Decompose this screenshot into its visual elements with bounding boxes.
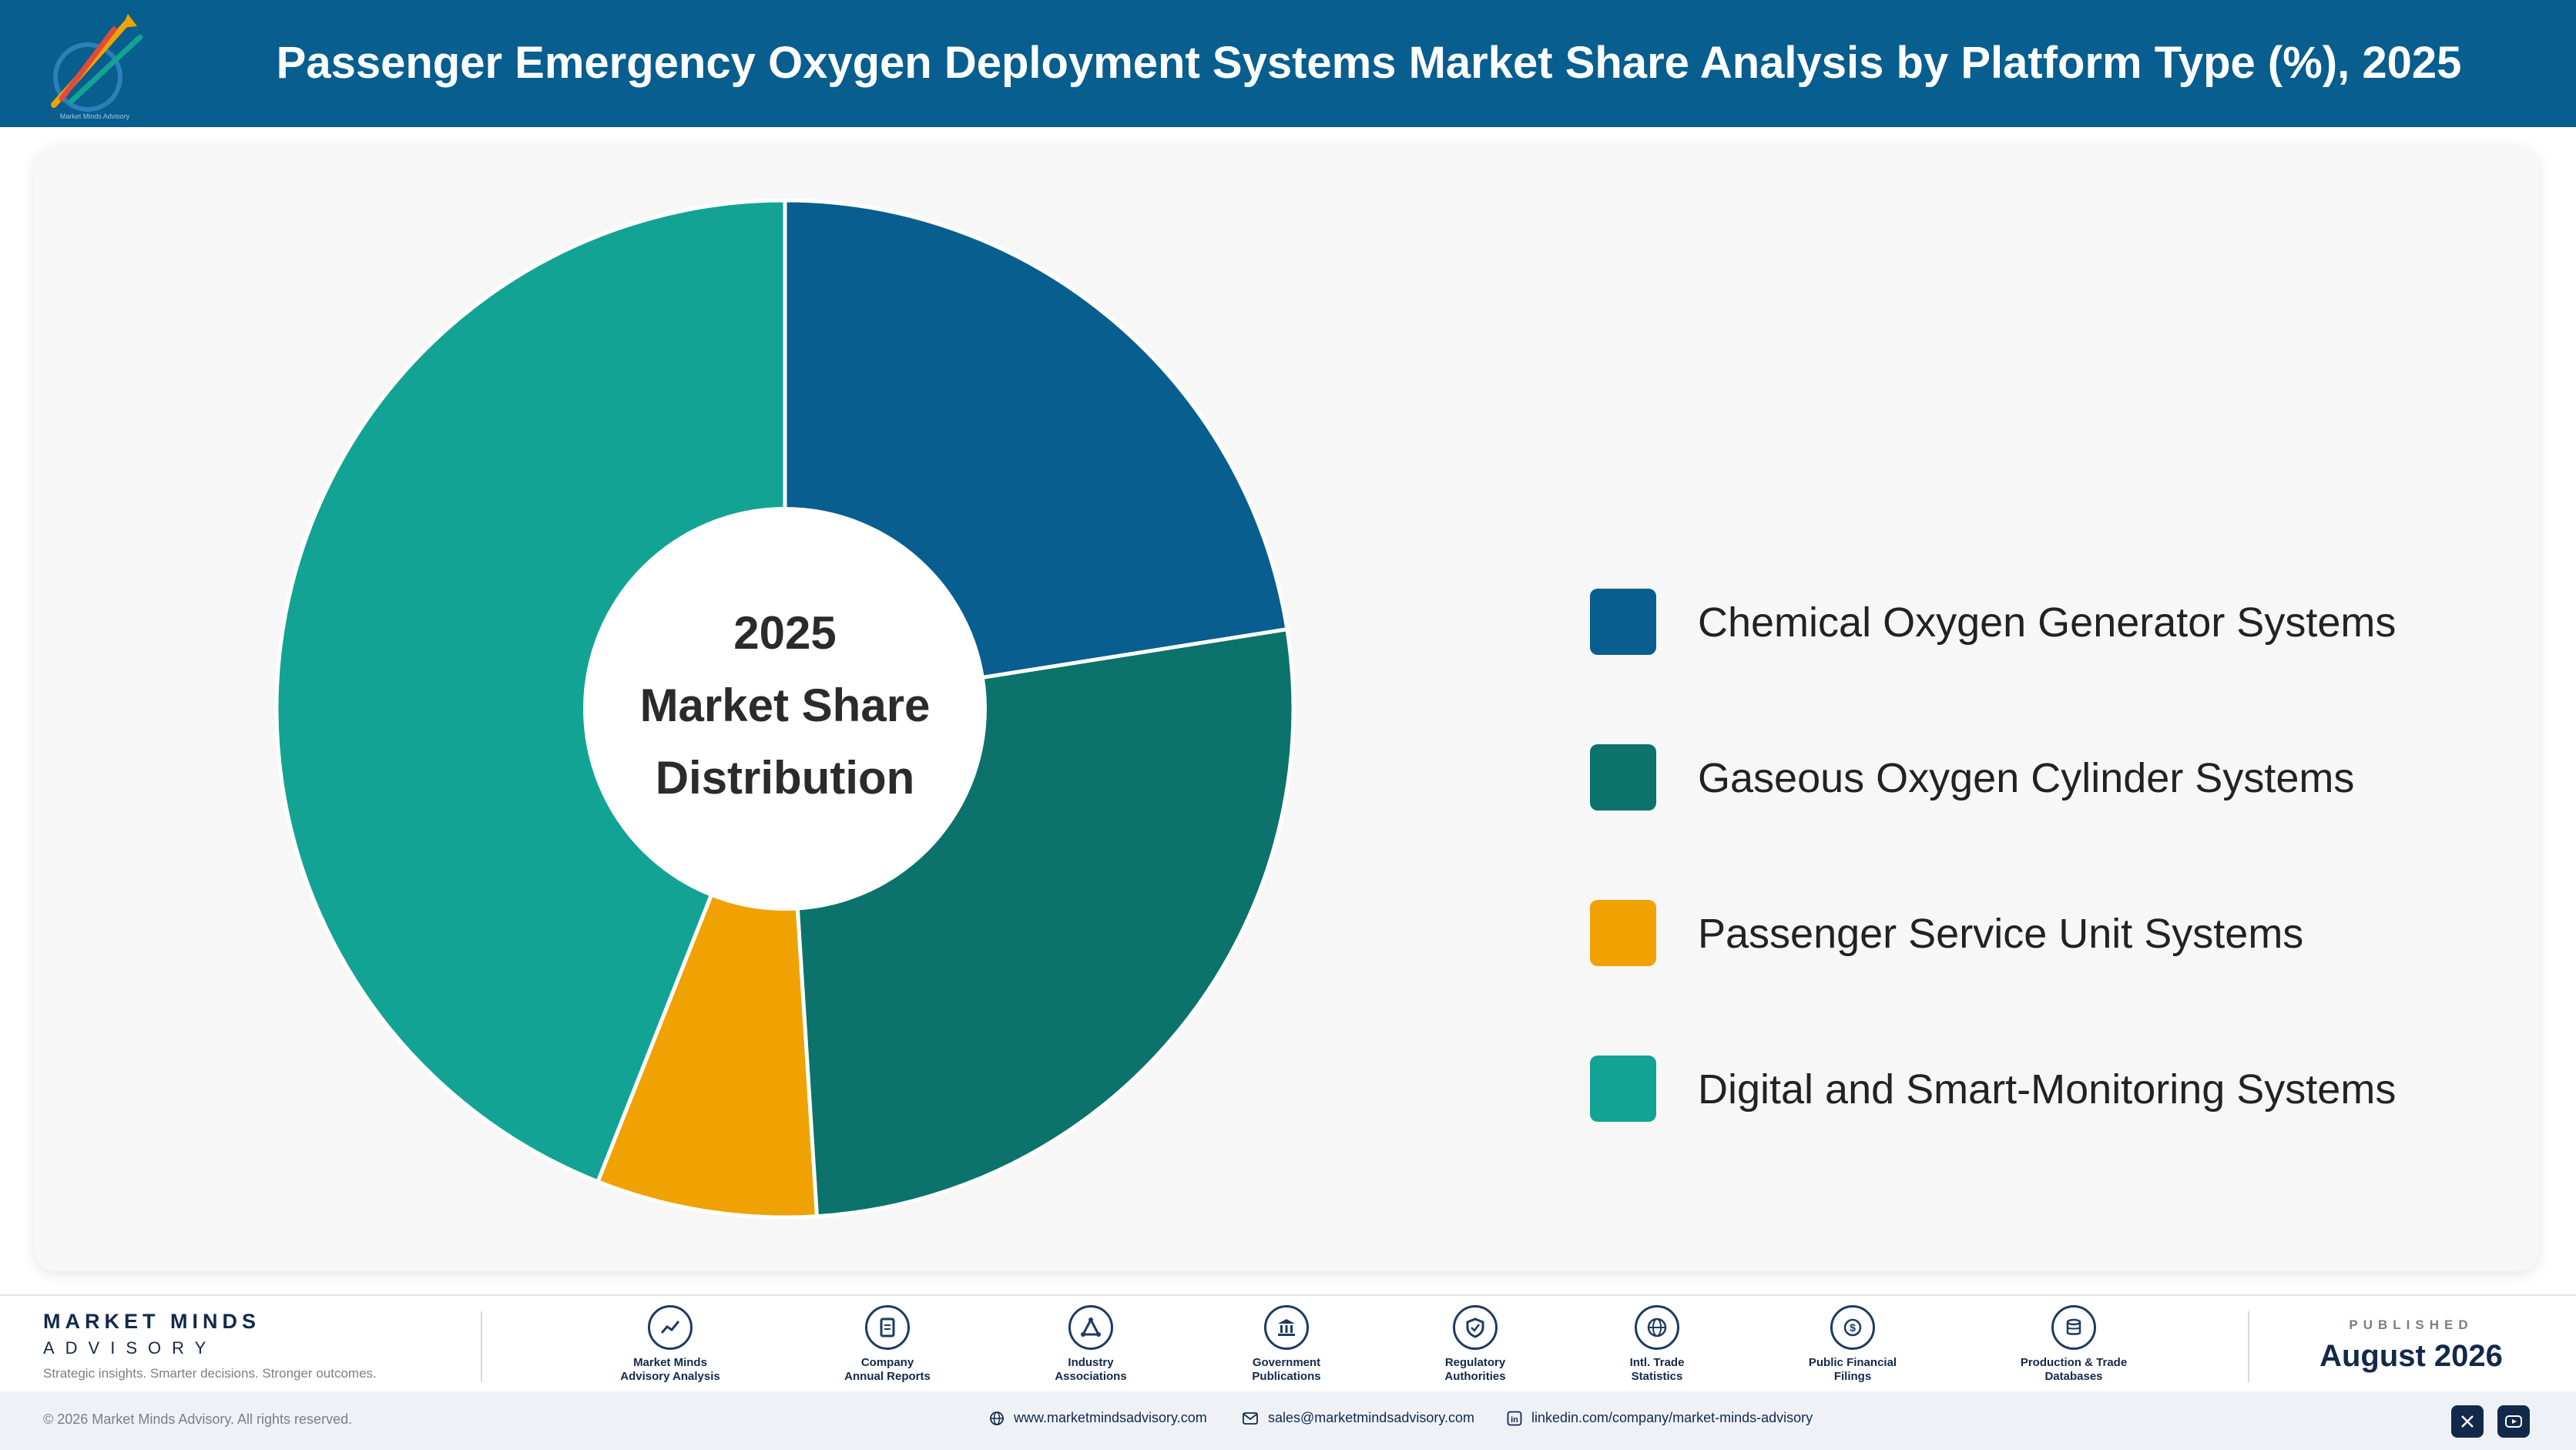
trend-line-icon [648, 1305, 693, 1350]
donut-chart: 2025 Market Share Distribution [274, 198, 1296, 1220]
center-label-line-3: Distribution [656, 752, 915, 804]
shield-check-icon [1453, 1305, 1498, 1350]
published-block: PUBLISHED August 2026 [2272, 1317, 2550, 1374]
source-label-line1: Production & Trade [2020, 1356, 2128, 1369]
brand-name: MARKET MINDS [43, 1310, 260, 1333]
linkedin-link[interactable]: in linkedin.com/company/market-minds-adv… [1507, 1410, 1813, 1426]
globe-icon [990, 1411, 1004, 1425]
legend-swatch [1590, 589, 1656, 655]
legend-swatch [1590, 900, 1656, 966]
government-building-icon [1264, 1305, 1309, 1350]
published-date: August 2026 [2319, 1339, 2503, 1373]
linkedin-icon: in [1507, 1411, 1522, 1425]
source-label-line1: Industry [1068, 1356, 1114, 1369]
divider [2248, 1311, 2249, 1382]
legend-label: Digital and Smart-Monitoring Systems [1698, 1066, 2397, 1113]
website-link[interactable]: www.marketmindsadvisory.com [989, 1410, 1207, 1426]
svg-text:in: in [1511, 1415, 1518, 1425]
globe-icon [1635, 1305, 1679, 1350]
center-label-line-1: 2025 [733, 607, 836, 659]
published-label: PUBLISHED [2349, 1317, 2474, 1332]
legend-label: Chemical Oxygen Generator Systems [1698, 599, 2397, 646]
email-link[interactable]: sales@marketmindsadvisory.com [1242, 1410, 1474, 1426]
source-label-line2: Publications [1252, 1370, 1321, 1383]
source-label-line2: Filings [1833, 1370, 1872, 1383]
bottom-bar: © 2026 Market Minds Advisory. All rights… [0, 1391, 2576, 1450]
donut-hole [583, 507, 987, 911]
legend-swatch [1590, 744, 1656, 811]
source-label-line2: Annual Reports [844, 1370, 931, 1383]
source-label-line2: Statistics [1631, 1370, 1683, 1383]
source-trade-statistics[interactable]: Intl. Trade Statistics [1572, 1305, 1742, 1384]
header-bar: Market Minds Advisory Passenger Emergenc… [0, 0, 2576, 127]
document-icon [865, 1305, 910, 1350]
svg-text:$: $ [1850, 1321, 1856, 1334]
source-label-line1: Intl. Trade [1629, 1356, 1685, 1369]
source-label-line1: Public Financial [1808, 1356, 1897, 1369]
source-government-publications[interactable]: Government Publications [1202, 1305, 1371, 1384]
source-production-trade-databases[interactable]: Production & Trade Databases [1989, 1305, 2158, 1384]
source-market-minds[interactable]: Market Minds Advisory Analysis [585, 1305, 755, 1384]
source-label-line1: Market Minds [633, 1356, 707, 1369]
mail-icon [1243, 1411, 1258, 1425]
database-icon [2051, 1305, 2096, 1350]
brand-sub: ADVISORY [43, 1338, 217, 1358]
legend-swatch [1590, 1056, 1656, 1122]
legend-label: Gaseous Oxygen Cylinder Systems [1698, 755, 2355, 801]
source-label-line2: Authorities [1444, 1370, 1506, 1383]
dollar-coin-icon: $ [1830, 1305, 1875, 1350]
source-label-line1: Company [860, 1356, 914, 1369]
source-label-line1: Government [1252, 1356, 1321, 1369]
copyright-text: © 2026 Market Minds Advisory. All rights… [43, 1411, 353, 1427]
footer-brand: MARKET MINDS ADVISORY Strategic insights… [43, 1310, 377, 1381]
source-regulatory-authorities[interactable]: Regulatory Authorities [1390, 1305, 1560, 1384]
source-public-financial-filings[interactable]: $ Public Financial Filings [1768, 1305, 1937, 1384]
source-label-line1: Regulatory [1444, 1356, 1506, 1369]
svg-text:Market Minds Advisory: Market Minds Advisory [60, 112, 130, 120]
market-minds-logo-icon[interactable]: Market Minds Advisory [37, 6, 153, 122]
divider [481, 1311, 482, 1382]
x-icon[interactable] [2451, 1405, 2484, 1438]
source-label-line2: Databases [2044, 1370, 2103, 1383]
website-text: www.marketmindsadvisory.com [1014, 1410, 1207, 1425]
source-industry-associations[interactable]: Industry Associations [1006, 1305, 1176, 1384]
network-icon [1068, 1305, 1113, 1350]
page-title: Passenger Emergency Oxygen Deployment Sy… [276, 38, 2462, 88]
source-company-reports[interactable]: Company Annual Reports [803, 1305, 972, 1384]
source-label-line2: Advisory Analysis [620, 1370, 720, 1383]
source-label-line2: Associations [1055, 1370, 1127, 1383]
email-text: sales@marketmindsadvisory.com [1268, 1410, 1475, 1425]
center-label-line-2: Market Share [640, 680, 931, 731]
legend-label: Passenger Service Unit Systems [1698, 911, 2304, 957]
brand-tagline: Strategic insights. Smarter decisions. S… [43, 1366, 377, 1381]
chart-card: 2025 Market Share Distribution Chemical … [34, 146, 2539, 1271]
pie-slice-digital-and-smart-monitoring-systems[interactable] [274, 198, 787, 1184]
youtube-icon[interactable] [2497, 1405, 2530, 1438]
linkedin-text: linkedin.com/company/market-minds-adviso… [1531, 1410, 1813, 1425]
